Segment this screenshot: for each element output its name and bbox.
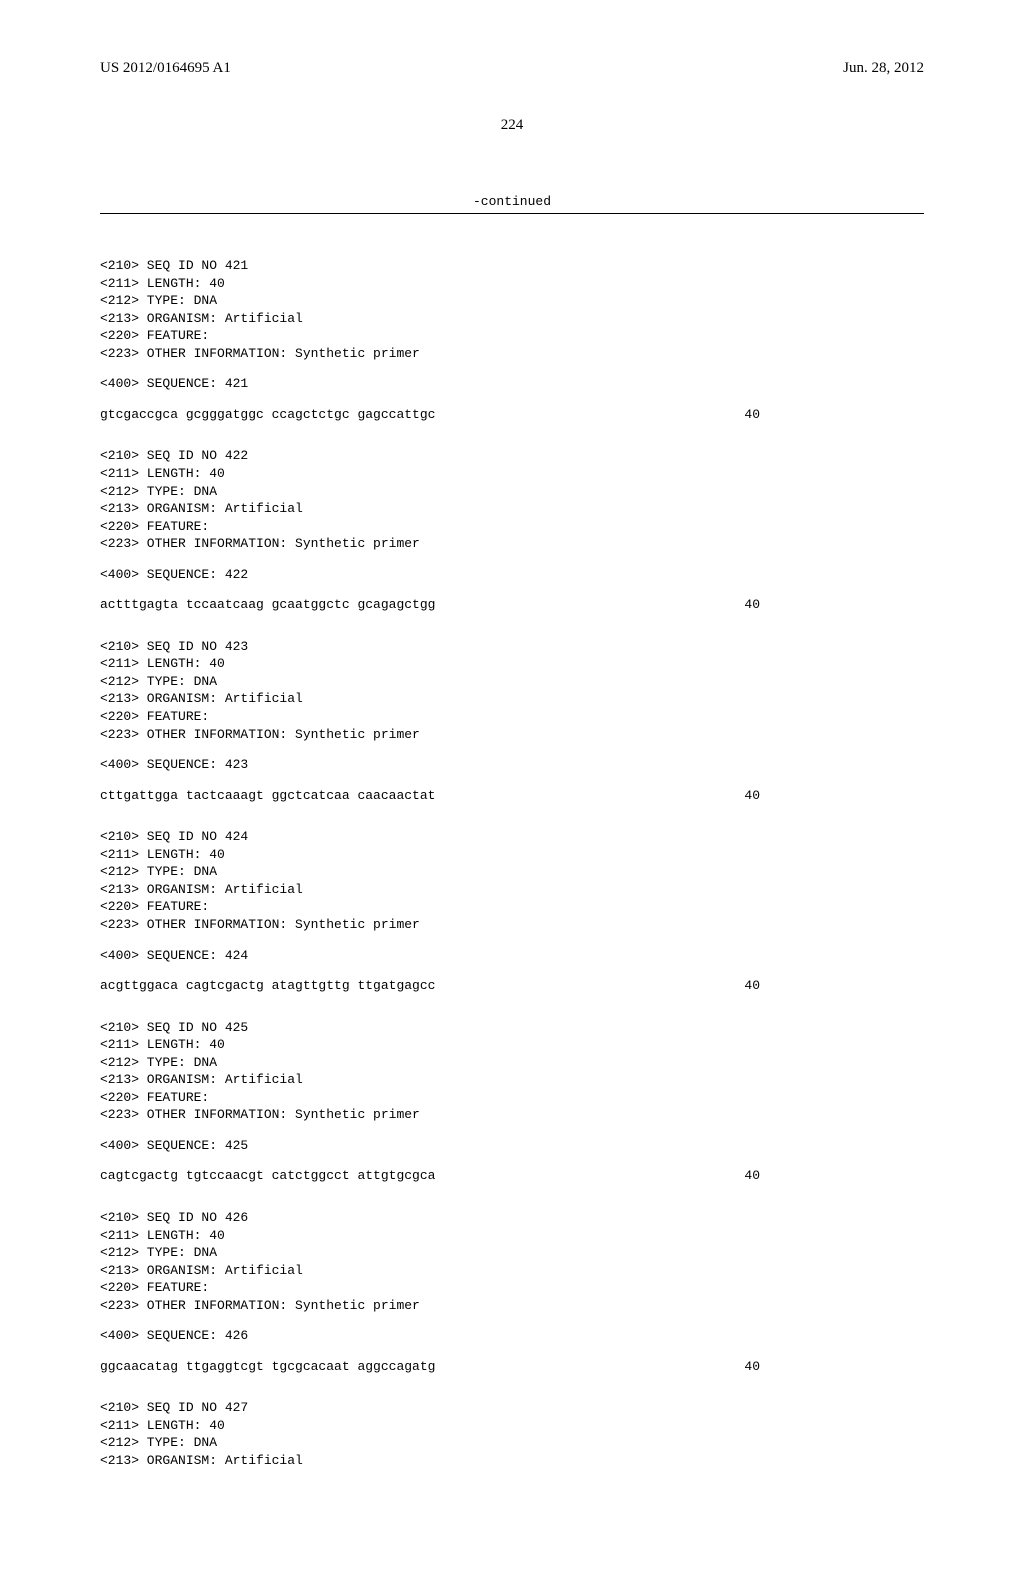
seq-feature-line: <220> FEATURE:	[100, 708, 924, 726]
page-number: 224	[100, 117, 924, 134]
seq-type-line: <212> TYPE: DNA	[100, 483, 924, 501]
seq-feature-line: <220> FEATURE:	[100, 518, 924, 536]
seq-type-line: <212> TYPE: DNA	[100, 673, 924, 691]
seq-other-info-line: <223> OTHER INFORMATION: Synthetic prime…	[100, 1297, 924, 1315]
seq-organism-line: <213> ORGANISM: Artificial	[100, 310, 924, 328]
publication-date: Jun. 28, 2012	[843, 60, 924, 77]
seq-other-info-line: <223> OTHER INFORMATION: Synthetic prime…	[100, 916, 924, 934]
seq-other-info-line: <223> OTHER INFORMATION: Synthetic prime…	[100, 1106, 924, 1124]
seq-sequence-row: acgttggaca cagtcgactg atagttgttg ttgatga…	[100, 977, 760, 995]
seq-sequence-text: ggcaacatag ttgaggtcgt tgcgcacaat aggccag…	[100, 1358, 435, 1376]
seq-sequence-row: gtcgaccgca gcgggatggc ccagctctgc gagccat…	[100, 406, 760, 424]
seq-sequence-row: cagtcgactg tgtccaacgt catctggcct attgtgc…	[100, 1167, 760, 1185]
seq-organism-line: <213> ORGANISM: Artificial	[100, 1452, 924, 1470]
seq-length-line: <211> LENGTH: 40	[100, 275, 924, 293]
publication-number: US 2012/0164695 A1	[100, 60, 231, 77]
seq-length-line: <211> LENGTH: 40	[100, 465, 924, 483]
sequence-entry: <210> SEQ ID NO 426<211> LENGTH: 40<212>…	[100, 1209, 924, 1375]
seq-sequence-header: <400> SEQUENCE: 425	[100, 1137, 924, 1155]
seq-id-line: <210> SEQ ID NO 424	[100, 828, 924, 846]
seq-sequence-text: cagtcgactg tgtccaacgt catctggcct attgtgc…	[100, 1167, 435, 1185]
seq-other-info-line: <223> OTHER INFORMATION: Synthetic prime…	[100, 535, 924, 553]
sequence-entry: <210> SEQ ID NO 421<211> LENGTH: 40<212>…	[100, 257, 924, 423]
seq-id-line: <210> SEQ ID NO 423	[100, 638, 924, 656]
sequence-entry: <210> SEQ ID NO 427<211> LENGTH: 40<212>…	[100, 1399, 924, 1469]
seq-length-line: <211> LENGTH: 40	[100, 1036, 924, 1054]
continued-label: -continued	[100, 194, 924, 209]
page-container: US 2012/0164695 A1 Jun. 28, 2012 224 -co…	[0, 0, 1024, 1569]
seq-type-line: <212> TYPE: DNA	[100, 292, 924, 310]
seq-type-line: <212> TYPE: DNA	[100, 863, 924, 881]
seq-type-line: <212> TYPE: DNA	[100, 1434, 924, 1452]
seq-length-line: <211> LENGTH: 40	[100, 655, 924, 673]
seq-sequence-row: actttgagta tccaatcaag gcaatggctc gcagagc…	[100, 596, 760, 614]
seq-sequence-header: <400> SEQUENCE: 426	[100, 1327, 924, 1345]
seq-type-line: <212> TYPE: DNA	[100, 1054, 924, 1072]
seq-sequence-row: cttgattgga tactcaaagt ggctcatcaa caacaac…	[100, 787, 760, 805]
seq-sequence-header: <400> SEQUENCE: 421	[100, 375, 924, 393]
seq-sequence-text: cttgattgga tactcaaagt ggctcatcaa caacaac…	[100, 787, 435, 805]
seq-type-line: <212> TYPE: DNA	[100, 1244, 924, 1262]
header-row: US 2012/0164695 A1 Jun. 28, 2012	[100, 60, 924, 77]
seq-id-line: <210> SEQ ID NO 421	[100, 257, 924, 275]
sequence-entry: <210> SEQ ID NO 425<211> LENGTH: 40<212>…	[100, 1019, 924, 1185]
seq-organism-line: <213> ORGANISM: Artificial	[100, 1262, 924, 1280]
seq-other-info-line: <223> OTHER INFORMATION: Synthetic prime…	[100, 345, 924, 363]
seq-sequence-header: <400> SEQUENCE: 423	[100, 756, 924, 774]
seq-sequence-length: 40	[744, 406, 760, 424]
seq-feature-line: <220> FEATURE:	[100, 1089, 924, 1107]
sequence-listing: <210> SEQ ID NO 421<211> LENGTH: 40<212>…	[100, 213, 924, 1529]
sequence-entry: <210> SEQ ID NO 422<211> LENGTH: 40<212>…	[100, 447, 924, 613]
seq-length-line: <211> LENGTH: 40	[100, 1227, 924, 1245]
seq-sequence-length: 40	[744, 787, 760, 805]
seq-length-line: <211> LENGTH: 40	[100, 1417, 924, 1435]
seq-organism-line: <213> ORGANISM: Artificial	[100, 1071, 924, 1089]
seq-sequence-header: <400> SEQUENCE: 422	[100, 566, 924, 584]
seq-sequence-row: ggcaacatag ttgaggtcgt tgcgcacaat aggccag…	[100, 1358, 760, 1376]
seq-organism-line: <213> ORGANISM: Artificial	[100, 881, 924, 899]
sequence-entry: <210> SEQ ID NO 423<211> LENGTH: 40<212>…	[100, 638, 924, 804]
seq-length-line: <211> LENGTH: 40	[100, 846, 924, 864]
seq-sequence-length: 40	[744, 1167, 760, 1185]
seq-feature-line: <220> FEATURE:	[100, 898, 924, 916]
seq-id-line: <210> SEQ ID NO 425	[100, 1019, 924, 1037]
seq-sequence-text: gtcgaccgca gcgggatggc ccagctctgc gagccat…	[100, 406, 435, 424]
seq-organism-line: <213> ORGANISM: Artificial	[100, 500, 924, 518]
seq-feature-line: <220> FEATURE:	[100, 327, 924, 345]
seq-id-line: <210> SEQ ID NO 427	[100, 1399, 924, 1417]
seq-feature-line: <220> FEATURE:	[100, 1279, 924, 1297]
seq-id-line: <210> SEQ ID NO 422	[100, 447, 924, 465]
seq-sequence-text: acgttggaca cagtcgactg atagttgttg ttgatga…	[100, 977, 435, 995]
sequence-entry: <210> SEQ ID NO 424<211> LENGTH: 40<212>…	[100, 828, 924, 994]
seq-sequence-length: 40	[744, 977, 760, 995]
seq-other-info-line: <223> OTHER INFORMATION: Synthetic prime…	[100, 726, 924, 744]
seq-sequence-header: <400> SEQUENCE: 424	[100, 947, 924, 965]
seq-organism-line: <213> ORGANISM: Artificial	[100, 690, 924, 708]
seq-sequence-length: 40	[744, 1358, 760, 1376]
seq-sequence-text: actttgagta tccaatcaag gcaatggctc gcagagc…	[100, 596, 435, 614]
seq-sequence-length: 40	[744, 596, 760, 614]
seq-id-line: <210> SEQ ID NO 426	[100, 1209, 924, 1227]
